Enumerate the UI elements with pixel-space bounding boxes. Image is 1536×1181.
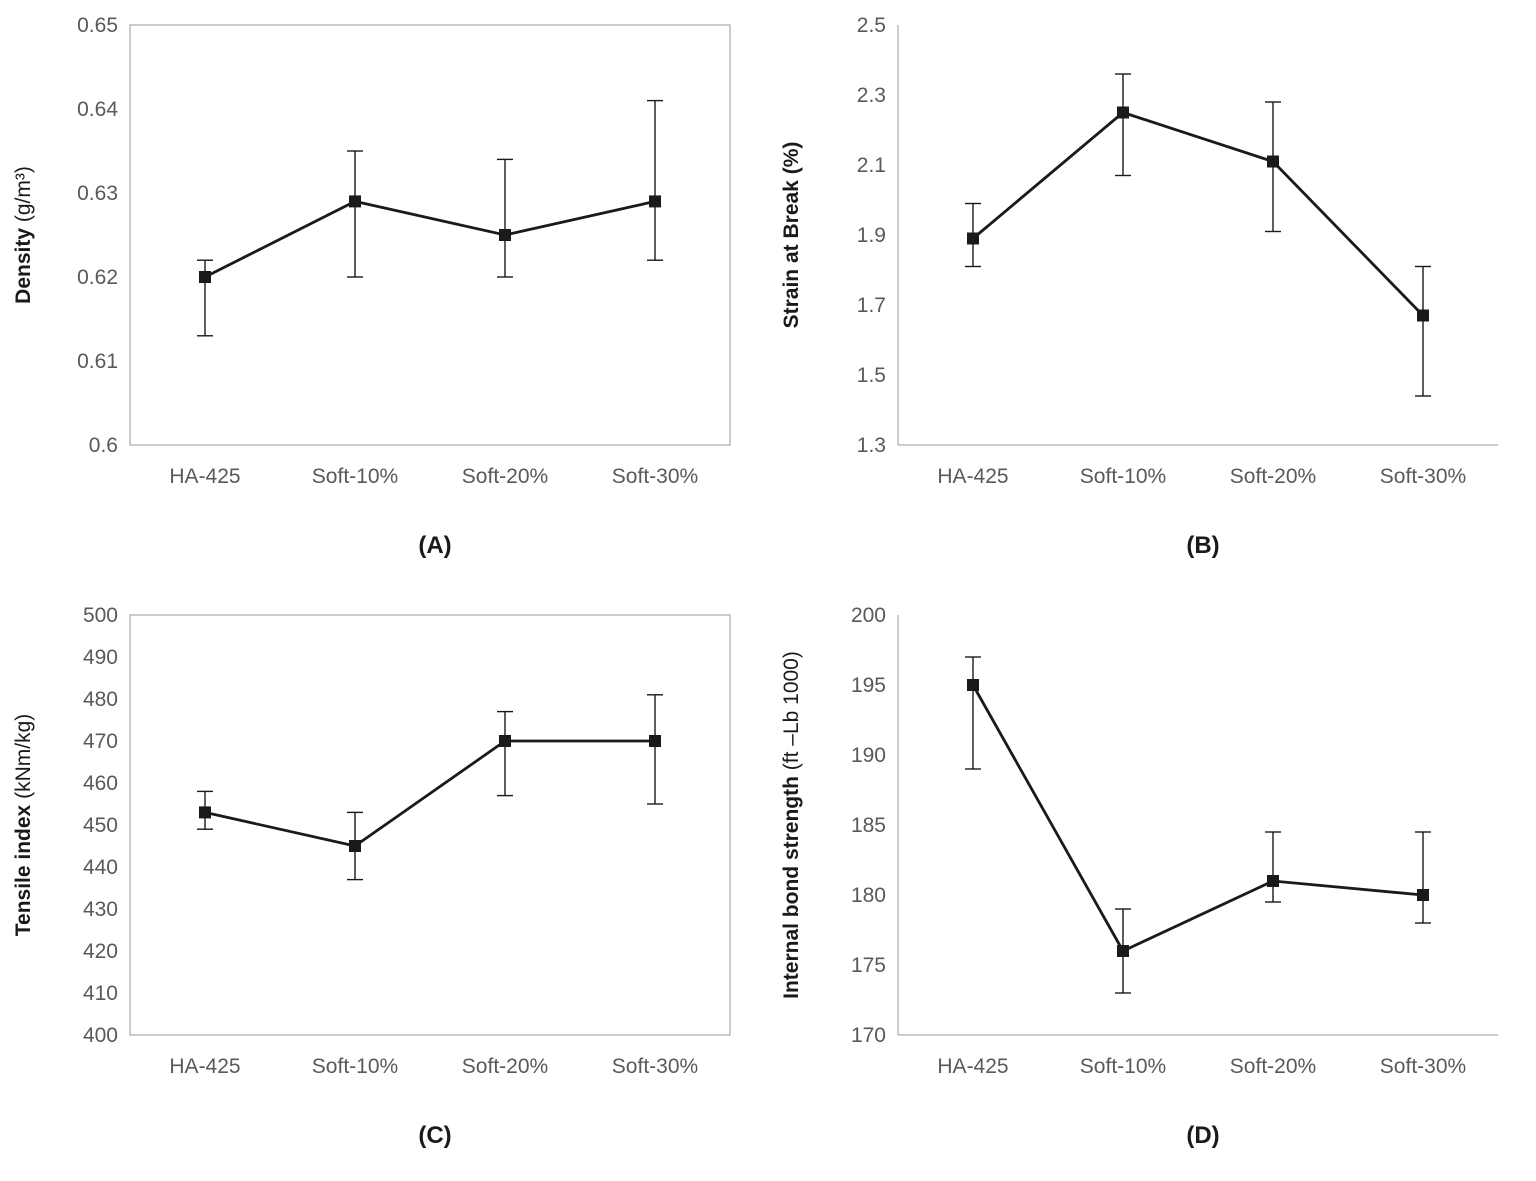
series-line [971, 684, 1424, 953]
x-category-label: HA-425 [169, 465, 240, 488]
data-point-marker [967, 679, 979, 691]
strain-chart: 1.3 1.5 1.7 1.9 2.1 2.3 2.5 HA-425 Soft-10% Soft-… [780, 14, 1498, 488]
y-tick-label: 410 [83, 982, 118, 1005]
y-tick-label: 2.3 [857, 84, 886, 107]
y-tick-label: 180 [851, 884, 886, 907]
x-category-label: Soft-30% [1380, 465, 1466, 488]
y-tick-label: 2.5 [857, 14, 886, 37]
data-point-marker [499, 735, 511, 747]
chart-panel-tensile: 400 410 420 430 440 450 460 470 480 490 500 HA-425 S… [0, 590, 768, 1180]
y-tick-label: 490 [83, 646, 118, 669]
y-tick-label: 430 [83, 898, 118, 921]
series-line [204, 739, 655, 848]
y-tick-label: 185 [851, 814, 886, 837]
y-tick-label: 175 [851, 954, 886, 977]
y-tick-label: 0.64 [77, 98, 118, 121]
x-category-label: Soft-20% [1230, 1055, 1316, 1078]
y-tick-label: 0.65 [77, 14, 118, 37]
x-category-label: Soft-10% [1080, 465, 1166, 488]
x-category-label: Soft-10% [312, 465, 398, 488]
y-tick-label: 460 [83, 772, 118, 795]
y-tick-label: 195 [851, 674, 886, 697]
y-tick-label: 1.9 [857, 224, 886, 247]
density-chart: 0.6 0.61 0.62 0.63 0.64 0.65 HA-425 Soft-10% Sof… [12, 14, 731, 488]
chart-panel-bond: 170 175 180 185 190 195 200 HA-425 Soft-10% Soft-… [768, 590, 1536, 1180]
y-axis-title: Tensile index (kNm/kg) [12, 714, 35, 937]
x-category-label: HA-425 [169, 1055, 240, 1078]
bond-strength-chart: 170 175 180 185 190 195 200 HA-425 Soft-10% Soft-… [780, 604, 1498, 1078]
data-point-marker [199, 271, 211, 283]
data-point-marker [1117, 106, 1129, 119]
y-tick-label: 420 [83, 940, 118, 963]
tensile-chart: 400 410 420 430 440 450 460 470 480 490 500 HA-425 S… [12, 604, 731, 1078]
y-tick-label: 1.3 [857, 434, 886, 457]
y-tick-label: 1.7 [857, 294, 886, 317]
y-tick-label: 450 [83, 814, 118, 837]
y-tick-label: 170 [851, 1024, 886, 1047]
y-axis-title: Internal bond strength (ft –Lb 1000) [780, 651, 803, 999]
y-tick-label: 480 [83, 688, 118, 711]
y-axis-title: Density (g/m³) [12, 166, 35, 304]
plot-frame [129, 24, 731, 446]
x-category-label: Soft-10% [1080, 1055, 1166, 1078]
data-point-marker [1267, 875, 1279, 887]
y-tick-label: 0.63 [77, 182, 118, 205]
y-tick-label: 0.61 [77, 350, 118, 373]
y-axis-title: Strain at Break (%) [780, 142, 803, 329]
series-line [972, 110, 1425, 317]
y-tick-label: 1.5 [857, 364, 886, 387]
y-tick-label: 2.1 [857, 154, 886, 177]
x-category-label: Soft-20% [462, 1055, 548, 1078]
data-point-marker [1267, 155, 1279, 168]
chart-caption-d: (D) [1186, 1122, 1220, 1149]
y-tick-label: 200 [851, 604, 886, 627]
y-tick-label: 440 [83, 856, 118, 879]
data-point-marker [1417, 889, 1429, 901]
plot-frame [129, 614, 731, 1036]
x-category-label: Soft-30% [612, 465, 698, 488]
x-category-label: Soft-30% [612, 1055, 698, 1078]
data-point-marker [967, 232, 979, 245]
x-category-label: Soft-30% [1380, 1055, 1466, 1078]
chart-panel-density: 0.6 0.61 0.62 0.63 0.64 0.65 HA-425 Soft-10% Sof… [0, 0, 768, 590]
chart-caption-b: (B) [1186, 532, 1220, 559]
data-point-marker [1117, 945, 1129, 957]
chart-caption-a: (A) [418, 532, 452, 559]
data-point-marker [649, 195, 661, 208]
y-tick-label: 470 [83, 730, 118, 753]
data-point-marker [499, 229, 511, 241]
data-point-marker [349, 195, 361, 208]
data-point-marker [199, 806, 211, 819]
series-line [204, 199, 656, 279]
y-tick-label: 0.6 [89, 434, 118, 457]
x-category-label: Soft-20% [462, 465, 548, 488]
y-tick-label: 190 [851, 744, 886, 767]
data-point-marker [649, 735, 661, 747]
x-category-label: Soft-20% [1230, 465, 1316, 488]
chart-caption-c: (C) [418, 1122, 452, 1149]
x-category-label: Soft-10% [312, 1055, 398, 1078]
chart-panel-strain: 1.3 1.5 1.7 1.9 2.1 2.3 2.5 HA-425 Soft-10% Soft-… [768, 0, 1536, 590]
y-tick-label: 400 [83, 1024, 118, 1047]
y-tick-label: 0.62 [77, 266, 118, 289]
x-category-label: HA-425 [937, 1055, 1008, 1078]
y-tick-label: 500 [83, 604, 118, 627]
x-category-label: HA-425 [937, 465, 1008, 488]
data-point-marker [1417, 309, 1429, 322]
data-point-marker [349, 840, 361, 852]
